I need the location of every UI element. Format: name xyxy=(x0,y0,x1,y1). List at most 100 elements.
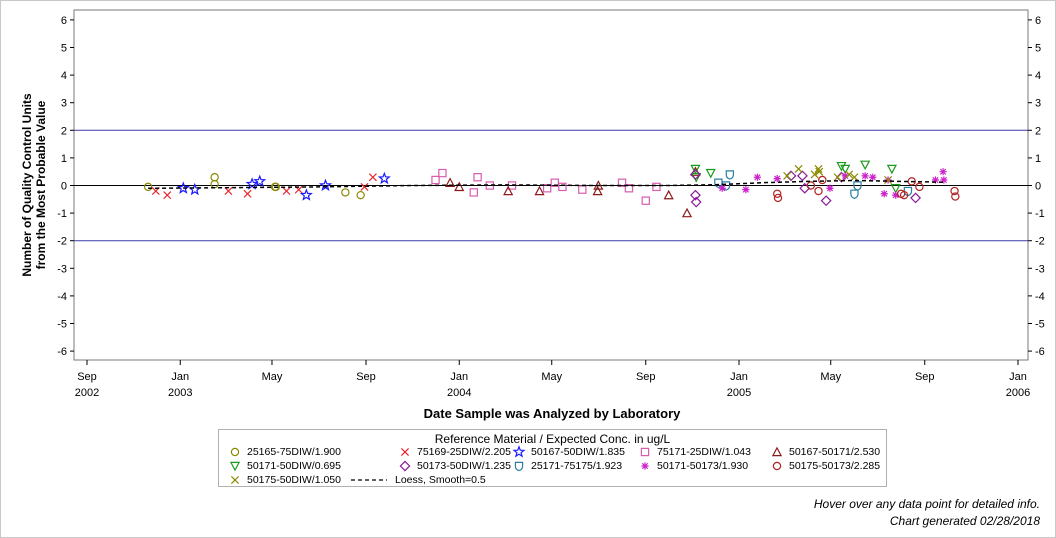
legend-label: 25165-75DIW/1.900 xyxy=(247,446,341,458)
legend-marker xyxy=(229,461,241,472)
y-tick-label-right: 3 xyxy=(1035,98,1041,110)
data-point xyxy=(534,185,545,196)
data-point xyxy=(853,181,862,191)
legend-marker xyxy=(772,461,782,471)
series-3 xyxy=(431,168,661,205)
y-tick-label: 5 xyxy=(61,43,67,55)
legend-marker xyxy=(771,446,783,457)
data-point xyxy=(850,173,859,182)
legend-marker-shape xyxy=(230,447,240,457)
data-point xyxy=(907,177,916,186)
data-point xyxy=(753,173,761,181)
data-point xyxy=(690,164,701,175)
data-point xyxy=(282,186,291,196)
x-tick-year-label: 2003 xyxy=(168,387,192,399)
data-point xyxy=(163,191,172,200)
data-point xyxy=(558,182,567,192)
series-10 xyxy=(773,175,960,203)
data-point xyxy=(663,189,674,200)
data-point xyxy=(210,173,219,182)
data-point xyxy=(861,172,869,180)
data-point xyxy=(176,181,190,194)
series-4 xyxy=(444,166,701,218)
data-point xyxy=(890,184,901,194)
data-point xyxy=(318,178,333,192)
x-tick-year-label: 2004 xyxy=(447,387,471,399)
data-point xyxy=(850,189,859,200)
legend-marker xyxy=(399,460,411,472)
y-tick-label: -6 xyxy=(57,346,67,358)
data-point xyxy=(899,190,909,200)
series-9 xyxy=(783,164,893,185)
data-point xyxy=(718,184,726,192)
data-point xyxy=(833,173,842,182)
y-tick-label-right: 5 xyxy=(1035,43,1041,55)
y-tick-label: 6 xyxy=(61,15,67,27)
data-point xyxy=(578,185,587,194)
hover-note: Hover over any data point for detailed i… xyxy=(813,497,1040,511)
x-tick-label: Sep xyxy=(636,371,656,383)
data-point xyxy=(431,175,440,185)
legend: Reference Material / Expected Conc. in u… xyxy=(218,429,887,487)
x-tick-year-label: 2002 xyxy=(75,387,99,399)
data-point xyxy=(360,182,369,191)
y-axis-label: Number of Quality Control Units from the… xyxy=(14,92,54,278)
data-point xyxy=(773,175,781,183)
data-point xyxy=(689,169,701,180)
data-point xyxy=(641,196,650,205)
data-point xyxy=(243,189,252,198)
y-tick-label-right: -2 xyxy=(1035,236,1045,248)
y-tick-label-right: -5 xyxy=(1035,319,1045,331)
data-point xyxy=(869,173,877,181)
data-point xyxy=(617,178,627,187)
x-tick-label: May xyxy=(541,371,562,383)
y-axis-label-line-2: from the Most Probable Value xyxy=(34,100,48,270)
loess-line xyxy=(148,179,944,190)
series-8 xyxy=(718,168,948,199)
data-point xyxy=(845,170,854,179)
y-tick-label: -5 xyxy=(57,319,67,331)
x-tick-label: May xyxy=(820,371,841,383)
legend-label: 50167-50DIW/1.835 xyxy=(531,446,625,458)
data-point xyxy=(940,176,948,184)
data-point xyxy=(210,179,219,189)
data-point xyxy=(368,173,377,182)
data-point xyxy=(892,191,900,199)
data-point xyxy=(690,196,702,208)
data-point xyxy=(860,160,871,171)
legend-marker-shape xyxy=(771,446,783,457)
data-point xyxy=(377,171,391,185)
data-point xyxy=(438,168,447,178)
legend-marker xyxy=(400,447,410,457)
legend-marker xyxy=(512,445,526,458)
x-tick-label: Jan xyxy=(450,371,468,383)
data-point xyxy=(341,188,350,197)
legend-marker-shape xyxy=(230,475,240,485)
y-tick-label: -2 xyxy=(57,236,67,248)
legend-marker-shape xyxy=(512,445,526,458)
x-tick-label: Sep xyxy=(915,371,935,383)
data-point xyxy=(624,184,634,193)
legend-title: Reference Material / Expected Conc. in u… xyxy=(434,432,671,446)
data-point xyxy=(950,186,959,196)
legend-marker-shape xyxy=(514,461,524,472)
data-point xyxy=(689,189,701,201)
data-point xyxy=(826,184,834,192)
legend-marker xyxy=(230,447,240,457)
data-point xyxy=(820,195,832,207)
y-tick-label: -3 xyxy=(57,263,67,275)
data-point xyxy=(931,176,940,184)
y-tick-label: 2 xyxy=(61,125,67,137)
data-point xyxy=(836,161,847,172)
data-point xyxy=(725,170,735,180)
series-0 xyxy=(143,173,365,200)
legend-marker-shape xyxy=(400,447,410,457)
data-point xyxy=(783,171,792,180)
y-tick-label: -4 xyxy=(57,291,67,303)
legend-marker xyxy=(514,461,524,472)
data-point xyxy=(794,164,803,173)
data-point xyxy=(773,189,782,198)
data-point xyxy=(444,177,456,187)
data-point xyxy=(915,182,924,192)
data-point xyxy=(299,188,313,201)
